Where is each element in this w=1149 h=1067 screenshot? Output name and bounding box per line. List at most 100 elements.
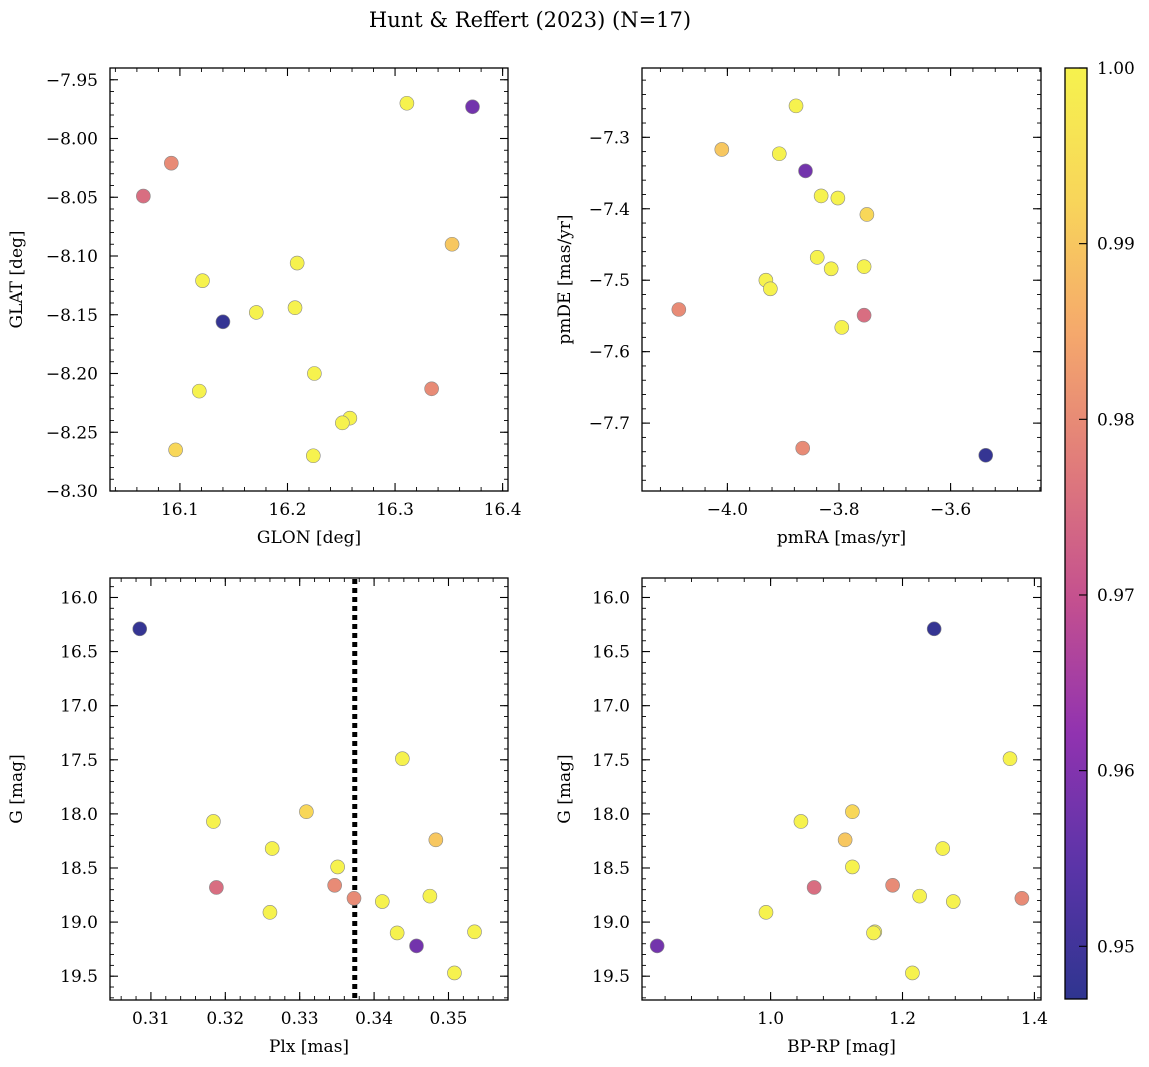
- scatter-point: [1002, 751, 1018, 767]
- y-axis-label: GLAT [deg]: [7, 230, 27, 328]
- y-tick-label: −8.00: [46, 130, 98, 150]
- scatter-point: [206, 814, 221, 829]
- scatter-point: [467, 924, 482, 940]
- y-tick-label: 17.0: [60, 697, 98, 717]
- scatter-point: [195, 273, 210, 288]
- scatter-point: [859, 207, 875, 222]
- y-tick-label: −7.6: [589, 343, 630, 363]
- colorbar-tick-label: 0.96: [1097, 762, 1135, 782]
- x-axis-label: pmRA [mas/yr]: [777, 528, 906, 548]
- scatter-point: [837, 832, 853, 848]
- x-tick-label: 16.2: [269, 500, 307, 520]
- y-tick-label: 18.0: [60, 805, 98, 825]
- scatter-point: [132, 621, 148, 637]
- y-tick-label: −8.05: [46, 188, 98, 208]
- scatter-point: [935, 841, 951, 856]
- scatter-point: [428, 832, 444, 848]
- panel-4: 1.0 1.2 1.4 16.0 16.5 17.0 17.5 18.0 18.5 19.0 19.…: [555, 577, 1048, 1057]
- plot-frame: [109, 67, 509, 492]
- scatter-point: [771, 146, 787, 162]
- y-tick-label: −8.15: [46, 306, 98, 326]
- panels: 16.1 16.2 16.3 16.4 −7.95 −8.00 −8.05 −8.10 −8.1…: [7, 67, 1048, 1057]
- colorbar-tick-label: 0.99: [1097, 235, 1135, 255]
- y-tick-label: −8.10: [46, 247, 98, 267]
- y-axis-label: G [mag]: [7, 754, 27, 823]
- x-tick-label: −4.0: [707, 500, 748, 520]
- y-axis-label: G [mag]: [555, 754, 575, 823]
- y-tick-label: −8.20: [46, 365, 98, 385]
- scatter-point: [806, 880, 822, 895]
- y-tick-label: 18.5: [592, 859, 630, 879]
- y-tick-label: 17.5: [60, 751, 98, 771]
- colorbar: 0.95 0.96 0.97 0.98 0.99 1.00: [1064, 59, 1135, 1000]
- scatter-point: [465, 99, 480, 115]
- scatter-point: [912, 888, 927, 904]
- scatter-point: [409, 938, 424, 954]
- x-tick-label: 1.2: [889, 1009, 916, 1029]
- x-tick-label: −3.8: [818, 500, 859, 520]
- scatter-point: [262, 905, 278, 920]
- y-tick-label: −7.7: [589, 414, 630, 434]
- scatter-point: [299, 804, 314, 820]
- colorbar-tick-label: 0.98: [1097, 410, 1135, 430]
- plot-frame: [641, 577, 1042, 1001]
- x-axis-label: Plx [mas]: [269, 1037, 349, 1057]
- x-tick-label: 0.35: [430, 1009, 468, 1029]
- scatter-point: [885, 878, 900, 893]
- y-tick-label: 19.0: [592, 913, 630, 933]
- scatter-point: [307, 366, 322, 381]
- x-axis-label: GLON [deg]: [257, 528, 361, 548]
- x-tick-label: 0.34: [355, 1009, 393, 1029]
- scatter-point: [788, 98, 804, 114]
- y-tick-label: −7.95: [46, 71, 98, 91]
- y-tick-label: 19.5: [60, 967, 98, 987]
- scatter-point: [136, 188, 151, 204]
- y-tick-label: 16.5: [592, 643, 630, 663]
- x-tick-label: 16.1: [161, 500, 199, 520]
- y-tick-label: −7.4: [589, 200, 630, 220]
- scatter-point: [856, 307, 872, 323]
- y-tick-label: 17.5: [592, 751, 630, 771]
- plot-frame: [109, 577, 509, 1001]
- scatter-point: [798, 163, 813, 179]
- scatter-point: [763, 281, 778, 297]
- scatter-point: [264, 841, 280, 856]
- scatter-point: [823, 261, 839, 277]
- x-tick-label: −3.6: [930, 500, 971, 520]
- x-tick-label: 0.31: [132, 1009, 170, 1029]
- scatter-point: [327, 878, 342, 893]
- colorbar-frame: [1064, 67, 1088, 1000]
- scatter-point: [424, 381, 439, 397]
- scatter-point: [795, 440, 811, 456]
- y-tick-label: −8.30: [46, 482, 98, 502]
- x-tick-label: 1.4: [1021, 1009, 1048, 1029]
- x-tick-label: 1.0: [757, 1009, 784, 1029]
- scatter-point: [1014, 890, 1030, 906]
- y-axis-label: pmDE [mas/yr]: [555, 214, 575, 344]
- scatter-point: [649, 938, 665, 954]
- colorbar-tick-label: 1.00: [1097, 59, 1135, 79]
- scatter-point: [215, 314, 231, 330]
- colorbar-tick-label: 0.97: [1097, 586, 1135, 606]
- scatter-point: [444, 236, 460, 252]
- y-tick-label: 19.5: [592, 967, 630, 987]
- y-tick-label: 18.0: [592, 805, 630, 825]
- scatter-point: [248, 305, 264, 320]
- scatter-point: [395, 751, 410, 767]
- scatter-point: [374, 894, 390, 909]
- scatter-point: [845, 804, 860, 820]
- colorbar-tick-label: 0.95: [1097, 937, 1135, 957]
- x-tick-label: 16.3: [376, 500, 414, 520]
- x-tick-label: 0.32: [206, 1009, 244, 1029]
- scatter-point: [945, 894, 961, 909]
- x-tick-label: 0.33: [281, 1009, 319, 1029]
- scatter-point: [714, 142, 730, 157]
- y-tick-label: 18.5: [60, 859, 98, 879]
- scatter-point: [346, 890, 362, 906]
- y-tick-label: 16.0: [60, 588, 98, 608]
- scatter-point: [845, 859, 860, 875]
- scatter-point: [447, 965, 462, 981]
- y-tick-label: −7.5: [589, 271, 630, 291]
- scatter-point: [793, 814, 809, 829]
